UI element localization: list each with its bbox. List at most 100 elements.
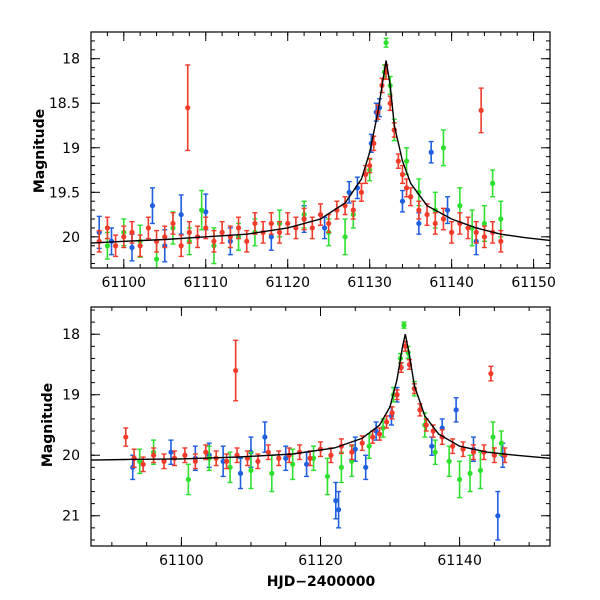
x-tick-label: 61140 <box>429 275 474 291</box>
x-tick-label: 61150 <box>511 275 556 291</box>
data-point-red <box>145 216 151 240</box>
data-point-red <box>211 229 217 253</box>
data-marker <box>211 238 217 244</box>
data-marker <box>149 203 156 209</box>
data-point-blue <box>453 397 459 423</box>
data-marker <box>307 455 313 461</box>
data-marker <box>383 419 390 425</box>
model-curve <box>91 334 550 461</box>
data-marker <box>373 428 379 434</box>
data-point-red <box>478 87 484 134</box>
data-marker <box>301 216 307 222</box>
data-marker <box>399 198 406 204</box>
data-point-blue <box>495 490 501 541</box>
data-point-blue <box>363 454 369 481</box>
data-point-red <box>440 207 447 231</box>
data-marker <box>145 225 151 231</box>
data-point-green <box>401 321 407 329</box>
y-tick-label: 20 <box>62 448 80 464</box>
model-curve <box>91 60 550 244</box>
data-marker <box>491 452 497 458</box>
data-marker <box>430 428 436 434</box>
data-point-green <box>446 445 452 478</box>
data-marker <box>276 229 283 235</box>
data-point-red <box>121 225 127 249</box>
data-point-red <box>328 447 334 464</box>
plot-frame <box>90 31 551 269</box>
data-marker <box>417 407 423 413</box>
data-marker <box>446 458 452 464</box>
data-marker <box>359 440 365 446</box>
data-marker <box>350 207 356 213</box>
x-tick-label: 61140 <box>437 553 482 569</box>
data-point-blue <box>283 445 289 472</box>
data-marker <box>467 470 473 476</box>
data-point-red <box>309 216 315 240</box>
data-marker <box>352 446 358 452</box>
data-point-green <box>248 451 254 490</box>
data-point-green <box>383 37 389 48</box>
data-marker <box>276 455 282 461</box>
y-tick-label: 21 <box>62 509 80 525</box>
data-marker <box>363 464 369 470</box>
data-point-red <box>460 441 466 458</box>
data-marker <box>235 225 242 231</box>
x-tick-label: 61110 <box>183 275 228 291</box>
data-marker <box>362 171 369 178</box>
data-point-red <box>153 229 160 253</box>
data-marker <box>268 220 274 227</box>
data-marker <box>488 370 494 377</box>
series-green <box>137 321 504 499</box>
data-point-red <box>394 389 400 401</box>
data-marker <box>333 498 339 504</box>
data-marker <box>178 211 184 218</box>
plot-area-top <box>91 37 550 268</box>
data-point-red <box>402 340 408 352</box>
data-marker <box>162 234 168 240</box>
data-marker <box>237 470 244 476</box>
series-red <box>96 64 504 258</box>
data-marker <box>309 225 315 231</box>
data-marker <box>185 476 191 483</box>
data-marker <box>153 256 160 262</box>
data-marker <box>328 452 334 458</box>
data-point-red <box>301 207 307 231</box>
data-point-red <box>383 415 390 429</box>
data-marker <box>498 216 504 222</box>
data-marker <box>490 180 496 186</box>
data-point-blue <box>429 436 435 456</box>
data-marker <box>473 229 479 235</box>
x-tick-label: 61120 <box>265 275 310 291</box>
data-point-red <box>112 234 119 258</box>
data-marker <box>395 158 401 164</box>
data-point-red <box>182 447 188 464</box>
data-point-red <box>408 187 414 207</box>
data-point-red <box>203 444 209 461</box>
data-point-red <box>219 220 225 244</box>
data-point-red <box>265 444 271 461</box>
data-point-red <box>416 200 422 220</box>
data-marker <box>123 434 129 440</box>
data-point-green <box>199 189 205 231</box>
data-marker <box>498 238 504 244</box>
data-marker <box>432 220 438 227</box>
data-marker <box>380 425 386 431</box>
data-marker <box>112 243 119 249</box>
x-tick-label: 61100 <box>102 275 147 291</box>
data-marker <box>399 171 406 178</box>
data-marker <box>481 220 488 227</box>
plot-frame <box>90 306 551 547</box>
data-marker <box>252 220 258 227</box>
data-marker <box>178 243 184 249</box>
data-marker <box>203 209 209 215</box>
data-marker <box>186 229 192 235</box>
data-point-red <box>417 403 423 417</box>
data-marker <box>358 189 365 195</box>
data-point-red <box>224 453 230 470</box>
data-marker <box>416 220 422 227</box>
data-point-red <box>123 427 129 447</box>
data-marker <box>326 220 332 227</box>
data-point-blue <box>428 140 434 164</box>
data-point-red <box>349 444 355 461</box>
bottom-panel: 61100 61120 61140 18 19 20 21 <box>62 306 551 569</box>
